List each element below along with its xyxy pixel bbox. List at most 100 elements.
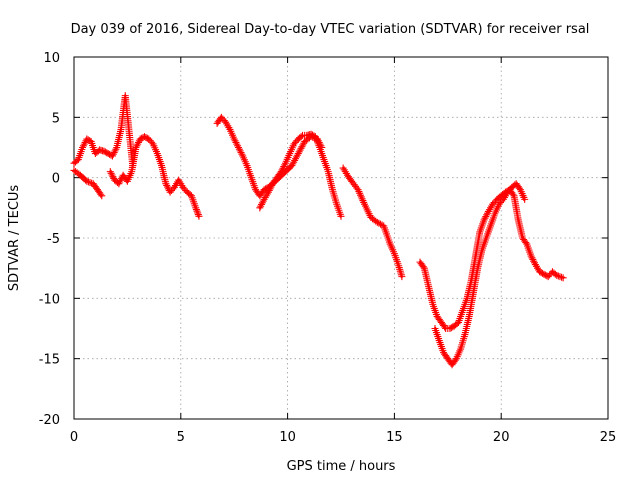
- series-arc-d: [213, 113, 345, 220]
- series-arc-g: [416, 186, 567, 332]
- marker-plus: [97, 190, 105, 198]
- y-tick-label: -20: [39, 413, 60, 428]
- marker-plus: [280, 163, 288, 171]
- series-arc-h: [431, 180, 529, 369]
- y-tick-label: -5: [47, 232, 60, 247]
- marker-plus: [109, 150, 117, 158]
- marker-plus: [83, 177, 91, 185]
- y-axis-label: SDTVAR / TECUs: [7, 185, 22, 292]
- marker-plus: [258, 200, 266, 208]
- marker-plus: [481, 214, 489, 222]
- marker-plus: [266, 185, 274, 193]
- marker-plus: [111, 147, 119, 155]
- marker-plus: [528, 254, 536, 262]
- series-arc-c: [106, 133, 203, 220]
- marker-plus: [310, 134, 318, 142]
- marker-plus: [237, 149, 245, 157]
- marker-plus: [318, 144, 326, 151]
- x-tick-label: 10: [279, 430, 296, 445]
- marker-plus: [482, 213, 490, 221]
- marker-plus: [231, 137, 239, 145]
- marker-plus: [441, 323, 449, 331]
- marker-plus: [84, 178, 92, 186]
- marker-plus: [553, 271, 561, 279]
- marker-plus: [522, 239, 530, 247]
- marker-plus: [258, 199, 266, 207]
- marker-plus: [192, 204, 200, 212]
- x-tick-label: 20: [493, 430, 510, 445]
- marker-plus: [134, 140, 142, 148]
- marker-plus: [315, 138, 323, 146]
- marker-plus: [235, 145, 243, 153]
- x-tick-label: 0: [70, 430, 78, 445]
- marker-plus: [265, 186, 273, 194]
- marker-plus: [236, 147, 244, 155]
- marker-plus: [162, 180, 170, 188]
- marker-plus: [108, 152, 116, 160]
- marker-plus: [419, 263, 427, 271]
- x-tick-label: 15: [386, 430, 403, 445]
- marker-plus: [314, 135, 322, 143]
- series-arc-e: [256, 133, 326, 212]
- marker-plus: [116, 178, 124, 186]
- marker-plus: [80, 140, 88, 148]
- marker-plus: [115, 180, 123, 188]
- grid-lines: [74, 57, 608, 419]
- marker-plus: [195, 212, 203, 220]
- x-tick-label: 25: [600, 430, 617, 445]
- marker-plus: [232, 138, 240, 146]
- x-tick-label: 5: [177, 430, 185, 445]
- marker-plus: [509, 190, 517, 198]
- y-tick-label: -10: [39, 292, 60, 307]
- marker-plus: [79, 142, 87, 150]
- marker-plus: [110, 149, 118, 157]
- series-arc-a: [70, 92, 137, 170]
- marker-plus: [106, 168, 114, 176]
- marker-plus: [307, 133, 315, 141]
- marker-plus: [559, 274, 567, 282]
- marker-plus: [98, 192, 106, 200]
- marker-plus: [337, 212, 345, 220]
- marker-plus: [233, 140, 241, 148]
- marker-plus: [86, 178, 94, 186]
- marker-plus: [132, 144, 140, 151]
- marker-plus: [556, 273, 564, 281]
- marker-plus: [133, 142, 141, 150]
- marker-plus: [135, 138, 143, 146]
- marker-plus: [554, 272, 562, 280]
- marker-plus: [483, 211, 491, 219]
- marker-plus: [529, 255, 537, 263]
- series-arc-f: [339, 164, 406, 281]
- marker-plus: [398, 273, 406, 281]
- marker-plus: [257, 202, 265, 210]
- marker-plus: [309, 133, 317, 141]
- marker-plus: [297, 133, 305, 141]
- marker-plus: [79, 144, 87, 151]
- y-tick-label: 0: [52, 172, 60, 187]
- marker-plus: [530, 257, 538, 265]
- marker-plus: [264, 188, 272, 196]
- marker-plus: [107, 169, 115, 177]
- y-tick-label: 10: [43, 51, 60, 66]
- marker-plus: [109, 173, 117, 181]
- marker-plus: [527, 252, 535, 260]
- marker-plus: [256, 204, 264, 212]
- marker-plus: [193, 207, 201, 215]
- y-tick-label: -15: [39, 353, 60, 368]
- axis-ticks: 0 5 10 15 20 25 -20 -15 -10 -5 0 5 10: [39, 51, 617, 445]
- series-arc-b: [70, 166, 106, 200]
- marker-plus: [267, 183, 275, 191]
- marker-plus: [314, 137, 322, 145]
- marker-plus: [480, 216, 488, 224]
- x-axis-label: GPS time / hours: [287, 459, 396, 474]
- data-marks: [70, 92, 567, 369]
- marker-plus: [108, 171, 116, 179]
- marker-plus: [316, 140, 324, 148]
- marker-plus: [234, 144, 242, 151]
- marker-plus: [164, 183, 172, 191]
- marker-plus: [192, 206, 200, 214]
- marker-plus: [230, 135, 238, 143]
- chart-title: Day 039 of 2016, Sidereal Day-to-day VTE…: [71, 22, 590, 37]
- marker-plus: [521, 195, 529, 203]
